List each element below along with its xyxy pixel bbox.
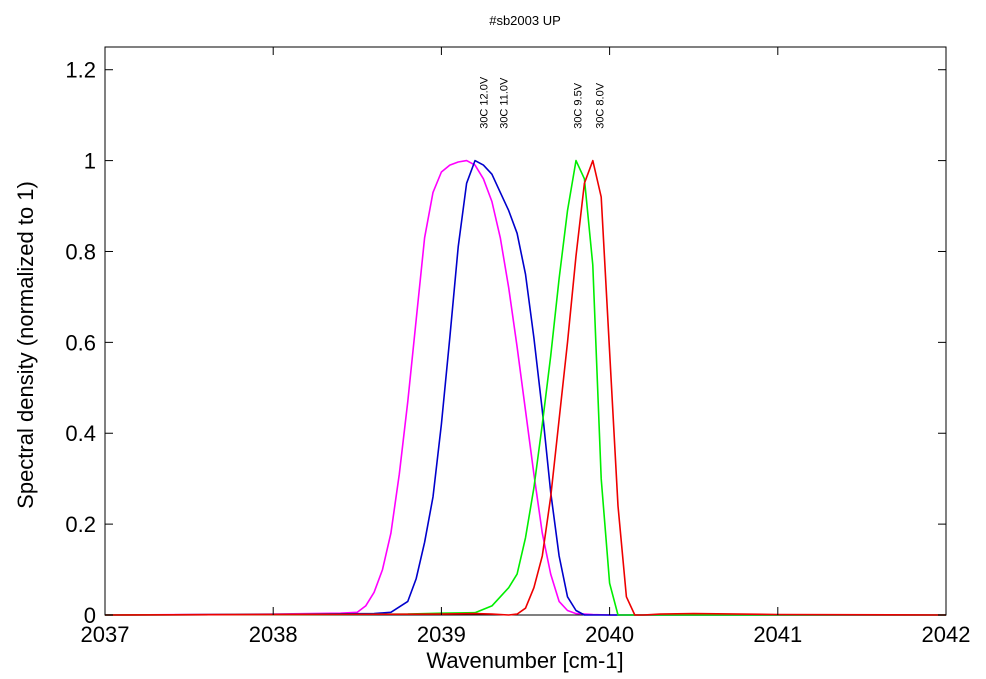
x-tick-label: 2040	[585, 622, 634, 647]
x-axis-label: Wavenumber [cm-1]	[426, 648, 623, 673]
y-tick-label: 1	[84, 149, 96, 174]
series-annotation: 30C 11.0V	[499, 77, 511, 129]
series-annotation: 30C 12.0V	[478, 76, 490, 129]
series-annotation: 30C 9.5V	[573, 82, 585, 129]
y-tick-label: 0	[84, 603, 96, 628]
y-axis-label: Spectral density (normalized to 1)	[13, 181, 38, 509]
x-tick-label: 2037	[81, 622, 130, 647]
plot-area	[104, 46, 947, 616]
series-line-4	[104, 159, 947, 616]
y-tick-label: 0.6	[65, 330, 96, 355]
series-line-3	[104, 159, 946, 616]
x-tick-label: 2039	[417, 622, 466, 647]
y-tick-label: 0.4	[65, 421, 96, 446]
series-annotation: 30C 8.0V	[595, 82, 607, 129]
ticks-layer: 2037 2038 2039 2040 2041 2042 0 0.2 0.4 0.6 0.8 1 1.…	[65, 47, 970, 647]
y-tick-label: 1.2	[65, 58, 96, 83]
series-line-1	[104, 159, 946, 616]
y-tick-label: 0.2	[65, 512, 96, 537]
series-layer	[104, 159, 947, 616]
chart-title: #sb2003 UP	[489, 13, 561, 28]
annotation-layer: 30C 12.0V 30C 11.0V 30C 9.5V 30C 8.0V	[478, 76, 606, 129]
plot-frame	[104, 46, 947, 616]
x-tick-label: 2038	[249, 622, 298, 647]
x-tick-label: 2041	[753, 622, 802, 647]
x-tick-label: 2042	[922, 622, 971, 647]
series-line-2	[104, 159, 946, 616]
y-tick-label: 0.8	[65, 239, 96, 264]
